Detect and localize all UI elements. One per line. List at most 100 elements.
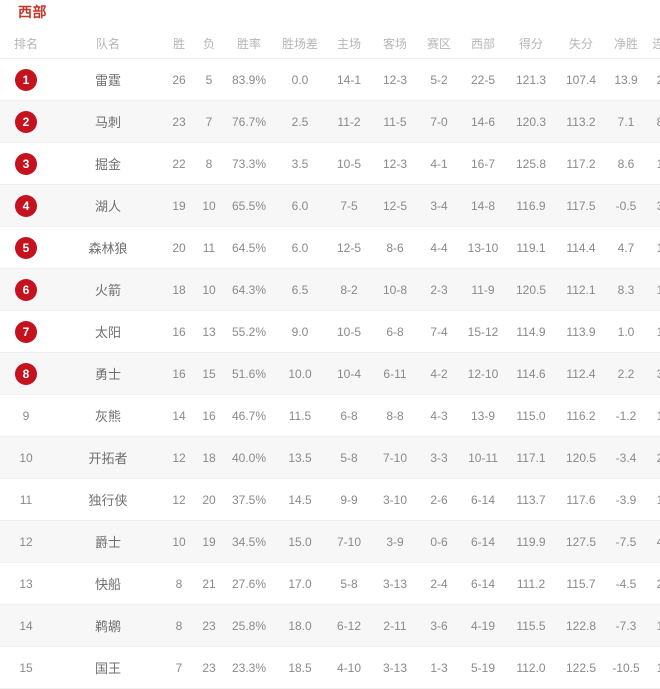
team-name-cell[interactable]: 鹈鹕 xyxy=(52,604,164,647)
column-header-wins[interactable]: 胜 xyxy=(164,28,194,59)
team-stat-away: 6-8 xyxy=(372,310,418,353)
team-name: 马刺 xyxy=(94,115,121,130)
table-row[interactable]: 11 独行侠 12 20 37.5% 14.5 9-9 3-10 2-6 6-14 113.7 117… xyxy=(0,478,660,521)
team-stat-away: 3-10 xyxy=(372,478,418,521)
team-name-cell[interactable]: 独行侠 xyxy=(52,478,164,521)
team-stat-wins: 7 xyxy=(164,646,194,689)
standings-panel: 西部 排名 队名 胜 负 胜率 胜场差 主场 客场 赛区 西部 得分 失分 净胜… xyxy=(0,4,660,689)
column-header-rank[interactable]: 排名 xyxy=(0,28,52,59)
column-header-games-behind[interactable]: 胜场差 xyxy=(274,28,326,59)
team-name: 开拓者 xyxy=(88,451,128,466)
table-row[interactable]: 15 国王 7 23 23.3% 18.5 4-10 3-13 1-3 5-19 112.0 122.… xyxy=(0,646,660,689)
team-name-cell[interactable]: 火箭 xyxy=(52,268,164,311)
table-header: 排名 队名 胜 负 胜率 胜场差 主场 客场 赛区 西部 得分 失分 净胜 连胜… xyxy=(0,28,660,59)
rank-cell-inner: 11 xyxy=(0,479,52,520)
table-row[interactable]: 4 湖人 19 10 65.5% 6.0 7-5 12-5 3-4 14-8 116.9 117.5-… xyxy=(0,184,660,227)
column-header-losses[interactable]: 负 xyxy=(194,28,224,59)
column-header-points-for[interactable]: 得分 xyxy=(506,28,556,59)
team-stat-points-for: 125.8 xyxy=(506,142,556,185)
team-stat-wins: 22 xyxy=(164,142,194,185)
team-name-cell[interactable]: 森林狼 xyxy=(52,226,164,269)
table-row[interactable]: 5 森林狼 20 11 64.5% 6.0 12-5 8-6 4-4 13-10 119.1 114.… xyxy=(0,226,660,269)
rank-cell-inner: 10 xyxy=(0,437,52,478)
team-stat-streak: 3连败 xyxy=(646,184,660,227)
team-stat-away: 12-3 xyxy=(372,58,418,101)
team-stat-away: 3-13 xyxy=(372,562,418,605)
team-stat-point-diff: -7.3 xyxy=(606,604,646,647)
team-stat-win-pct: 25.8% xyxy=(224,604,274,647)
team-stat-points-for: 113.7 xyxy=(506,478,556,521)
team-stat-home: 8-2 xyxy=(326,268,372,311)
rank-cell-inner: 14 xyxy=(0,605,52,646)
team-name-cell[interactable]: 灰熊 xyxy=(52,394,164,437)
team-name-cell[interactable]: 国王 xyxy=(52,646,164,689)
team-stat-division: 7-0 xyxy=(418,100,460,143)
team-name: 鹈鹕 xyxy=(94,619,121,634)
team-stat-points-against: 117.5 xyxy=(556,184,606,227)
table-row[interactable]: 9 灰熊 14 16 46.7% 11.5 6-8 8-8 4-3 13-9 115.0 116.2-… xyxy=(0,394,660,437)
team-stat-win-pct: 64.5% xyxy=(224,226,274,269)
header-row: 排名 队名 胜 负 胜率 胜场差 主场 客场 赛区 西部 得分 失分 净胜 连胜… xyxy=(0,28,660,59)
team-stat-wins: 12 xyxy=(164,478,194,521)
table-row[interactable]: 14 鹈鹕 8 23 25.8% 18.0 6-12 2-11 3-6 4-19 115.5 122.… xyxy=(0,604,660,647)
team-stat-streak: 1连胜 xyxy=(646,142,660,185)
team-stat-home: 10-5 xyxy=(326,310,372,353)
team-rank-cell: 15 xyxy=(0,646,52,689)
team-name-cell[interactable]: 爵士 xyxy=(52,520,164,563)
team-stat-streak: 1连胜 xyxy=(646,310,660,353)
team-name-cell[interactable]: 湖人 xyxy=(52,184,164,227)
table-row[interactable]: 13 快船 8 21 27.6% 17.0 5-8 3-13 2-4 6-14 111.2 115.7… xyxy=(0,562,660,605)
team-name-cell[interactable]: 雷霆 xyxy=(52,58,164,101)
team-stat-losses: 13 xyxy=(194,310,224,353)
team-name: 湖人 xyxy=(94,199,121,214)
table-row[interactable]: 8 勇士 16 15 51.6% 10.0 10-4 6-11 4-2 12-10 114.6 112… xyxy=(0,352,660,395)
team-name: 国王 xyxy=(94,661,121,676)
team-stat-point-diff: -4.5 xyxy=(606,562,646,605)
team-rank-cell: 1 xyxy=(0,58,52,101)
team-stat-wins: 23 xyxy=(164,100,194,143)
table-row[interactable]: 10 开拓者 12 18 40.0% 13.5 5-8 7-10 3-3 10-11 117.1 12… xyxy=(0,436,660,479)
team-stat-home: 10-5 xyxy=(326,142,372,185)
team-stat-losses: 21 xyxy=(194,562,224,605)
team-name-cell[interactable]: 太阳 xyxy=(52,310,164,353)
team-name-cell[interactable]: 勇士 xyxy=(52,352,164,395)
rank-cell-inner: 2 xyxy=(0,101,52,142)
team-stat-wins: 16 xyxy=(164,310,194,353)
team-stat-streak: 2连败 xyxy=(646,436,660,479)
column-header-home[interactable]: 主场 xyxy=(326,28,372,59)
team-stat-wins: 19 xyxy=(164,184,194,227)
column-header-team[interactable]: 队名 xyxy=(52,28,164,59)
column-header-conference[interactable]: 西部 xyxy=(460,28,506,59)
table-row[interactable]: 2 马刺 23 7 76.7% 2.5 11-2 11-5 7-0 14-6 120.3 113.2 7… xyxy=(0,100,660,143)
team-name-cell[interactable]: 开拓者 xyxy=(52,436,164,479)
team-name-cell[interactable]: 快船 xyxy=(52,562,164,605)
column-header-division[interactable]: 赛区 xyxy=(418,28,460,59)
table-row[interactable]: 3 掘金 22 8 73.3% 3.5 10-5 12-3 4-1 16-7 125.8 117.2 8… xyxy=(0,142,660,185)
team-rank-cell: 13 xyxy=(0,562,52,605)
table-row[interactable]: 7 太阳 16 13 55.2% 9.0 10-5 6-8 7-4 15-12 114.9 113.9… xyxy=(0,310,660,353)
table-row[interactable]: 12 爵士 10 19 34.5% 15.0 7-10 3-9 0-6 6-14 119.9 127.… xyxy=(0,520,660,563)
rank-cell-inner: 6 xyxy=(0,269,52,310)
column-header-away[interactable]: 客场 xyxy=(372,28,418,59)
column-header-point-diff[interactable]: 净胜 xyxy=(606,28,646,59)
team-stat-home: 5-8 xyxy=(326,562,372,605)
team-stat-away: 12-5 xyxy=(372,184,418,227)
column-header-points-against[interactable]: 失分 xyxy=(556,28,606,59)
team-stat-losses: 7 xyxy=(194,100,224,143)
team-stat-conference: 15-12 xyxy=(460,310,506,353)
column-header-streak[interactable]: 连胜/负 xyxy=(646,28,660,59)
team-name-cell[interactable]: 马刺 xyxy=(52,100,164,143)
team-stat-home: 7-5 xyxy=(326,184,372,227)
team-stat-conference: 14-8 xyxy=(460,184,506,227)
team-stat-conference: 22-5 xyxy=(460,58,506,101)
team-stat-streak: 2连胜 xyxy=(646,562,660,605)
team-stat-losses: 23 xyxy=(194,646,224,689)
conference-title: 西部 xyxy=(18,4,47,20)
team-stat-point-diff: -10.5 xyxy=(606,646,646,689)
table-row[interactable]: 1 雷霆 26 5 83.9% 0.0 14-1 12-3 5-2 22-5 121.3 107.4 1… xyxy=(0,58,660,101)
team-stat-conference: 16-7 xyxy=(460,142,506,185)
column-header-win-pct[interactable]: 胜率 xyxy=(224,28,274,59)
team-stat-wins: 8 xyxy=(164,562,194,605)
team-name-cell[interactable]: 掘金 xyxy=(52,142,164,185)
table-row[interactable]: 6 火箭 18 10 64.3% 6.5 8-2 10-8 2-3 11-9 120.5 112.1 8… xyxy=(0,268,660,311)
